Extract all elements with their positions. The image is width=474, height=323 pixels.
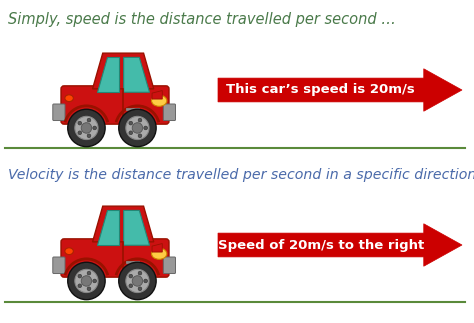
Polygon shape xyxy=(124,210,149,245)
Polygon shape xyxy=(92,206,154,242)
Circle shape xyxy=(138,118,142,122)
Circle shape xyxy=(129,131,133,135)
Circle shape xyxy=(75,269,98,293)
FancyBboxPatch shape xyxy=(61,239,169,277)
Circle shape xyxy=(129,121,133,125)
Circle shape xyxy=(132,276,143,286)
Ellipse shape xyxy=(65,248,73,255)
Text: Velocity is the distance travelled per second in a specific direction ..: Velocity is the distance travelled per s… xyxy=(8,168,474,182)
Circle shape xyxy=(138,287,142,291)
Text: Simply, speed is the distance travelled per second …: Simply, speed is the distance travelled … xyxy=(8,12,396,27)
Ellipse shape xyxy=(152,248,167,259)
Circle shape xyxy=(93,279,97,283)
Circle shape xyxy=(87,271,91,275)
FancyBboxPatch shape xyxy=(164,104,175,120)
Circle shape xyxy=(119,109,156,147)
Circle shape xyxy=(75,116,98,140)
Circle shape xyxy=(81,276,91,286)
Polygon shape xyxy=(152,244,162,252)
Circle shape xyxy=(129,284,133,288)
FancyBboxPatch shape xyxy=(53,104,65,120)
Circle shape xyxy=(68,262,105,300)
Polygon shape xyxy=(218,69,462,111)
Circle shape xyxy=(138,134,142,138)
Polygon shape xyxy=(97,210,118,245)
Circle shape xyxy=(93,126,97,130)
Polygon shape xyxy=(124,57,149,92)
Circle shape xyxy=(78,274,82,278)
Circle shape xyxy=(132,123,143,133)
Circle shape xyxy=(78,284,82,288)
FancyBboxPatch shape xyxy=(61,86,169,124)
Circle shape xyxy=(126,269,149,293)
Circle shape xyxy=(129,274,133,278)
Circle shape xyxy=(78,131,82,135)
Circle shape xyxy=(144,279,147,283)
Circle shape xyxy=(87,287,91,291)
Polygon shape xyxy=(218,224,462,266)
Ellipse shape xyxy=(152,95,167,106)
Circle shape xyxy=(119,262,156,300)
FancyBboxPatch shape xyxy=(164,257,175,274)
Circle shape xyxy=(78,121,82,125)
Polygon shape xyxy=(92,53,154,89)
Circle shape xyxy=(87,118,91,122)
Circle shape xyxy=(138,271,142,275)
Circle shape xyxy=(68,109,105,147)
Polygon shape xyxy=(97,57,118,92)
FancyBboxPatch shape xyxy=(53,257,65,274)
Circle shape xyxy=(87,134,91,138)
Polygon shape xyxy=(152,90,162,99)
Ellipse shape xyxy=(65,95,73,102)
Circle shape xyxy=(126,116,149,140)
Text: Speed of 20m/s to the right: Speed of 20m/s to the right xyxy=(218,238,424,252)
Circle shape xyxy=(144,126,147,130)
Text: This car’s speed is 20m/s: This car’s speed is 20m/s xyxy=(227,84,415,97)
Circle shape xyxy=(81,123,91,133)
